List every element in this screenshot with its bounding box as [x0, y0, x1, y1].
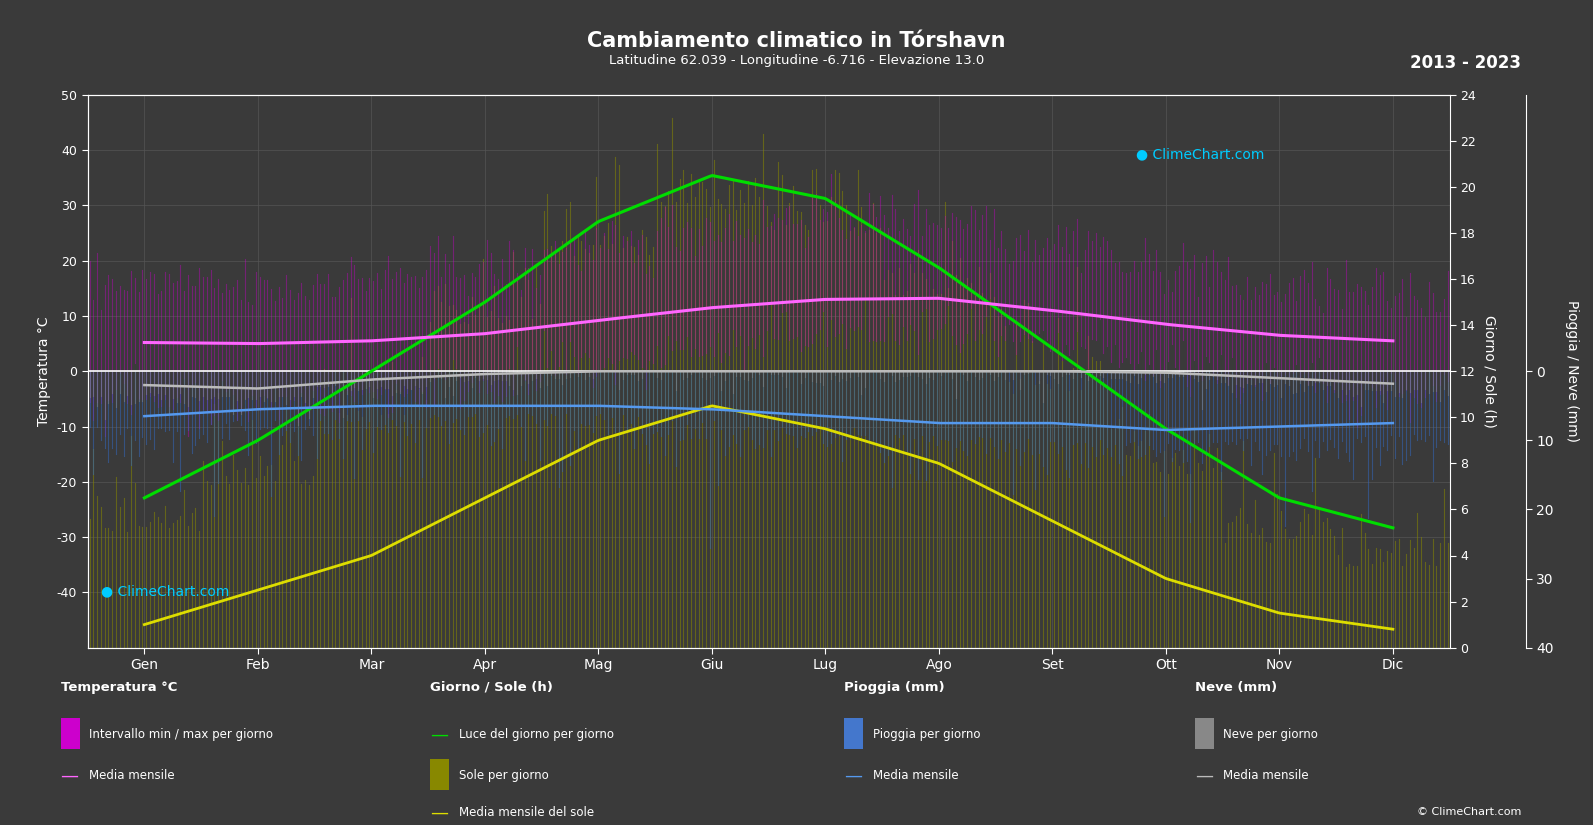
Text: Cambiamento climatico in Tórshavn: Cambiamento climatico in Tórshavn: [588, 31, 1005, 51]
Text: Media mensile: Media mensile: [873, 769, 959, 782]
Text: Neve per giorno: Neve per giorno: [1223, 728, 1319, 741]
Text: Pioggia (mm): Pioggia (mm): [844, 681, 945, 694]
Text: —: —: [430, 725, 448, 743]
Text: 2013 - 2023: 2013 - 2023: [1410, 54, 1521, 72]
Y-axis label: Giorno / Sole (h): Giorno / Sole (h): [1483, 315, 1497, 427]
Text: Giorno / Sole (h): Giorno / Sole (h): [430, 681, 553, 694]
Text: Neve (mm): Neve (mm): [1195, 681, 1278, 694]
Text: Luce del giorno per giorno: Luce del giorno per giorno: [459, 728, 613, 741]
Text: Latitudine 62.039 - Longitudine -6.716 - Elevazione 13.0: Latitudine 62.039 - Longitudine -6.716 -…: [609, 54, 984, 67]
Y-axis label: Temperatura °C: Temperatura °C: [37, 317, 51, 426]
Text: ● ClimeChart.com: ● ClimeChart.com: [1136, 147, 1265, 161]
Y-axis label: Pioggia / Neve (mm): Pioggia / Neve (mm): [1564, 300, 1579, 442]
Text: Media mensile: Media mensile: [89, 769, 175, 782]
Text: Temperatura °C: Temperatura °C: [61, 681, 177, 694]
Text: Media mensile: Media mensile: [1223, 769, 1309, 782]
Text: ● ClimeChart.com: ● ClimeChart.com: [102, 584, 229, 598]
Text: —: —: [430, 804, 448, 822]
Text: © ClimeChart.com: © ClimeChart.com: [1416, 807, 1521, 817]
Text: —: —: [1195, 766, 1212, 785]
Text: —: —: [844, 766, 862, 785]
Text: Sole per giorno: Sole per giorno: [459, 769, 548, 782]
Text: Media mensile del sole: Media mensile del sole: [459, 806, 594, 819]
Text: —: —: [61, 766, 78, 785]
Text: Pioggia per giorno: Pioggia per giorno: [873, 728, 980, 741]
Text: Intervallo min / max per giorno: Intervallo min / max per giorno: [89, 728, 274, 741]
